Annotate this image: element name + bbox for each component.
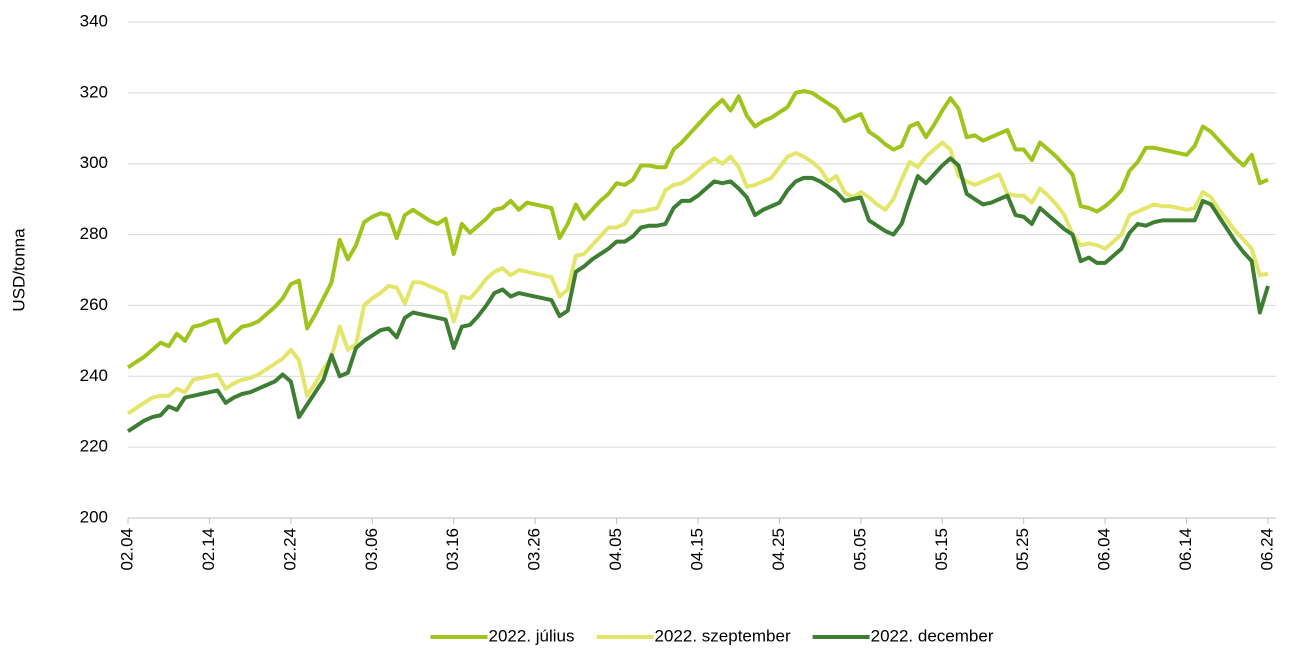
x-tick-label: 04.25 <box>769 528 788 571</box>
x-tick-label: 05.15 <box>932 528 951 571</box>
x-tick-label: 04.15 <box>687 528 706 571</box>
y-tick-label: 240 <box>80 366 108 385</box>
legend-label: 2022. szeptember <box>655 626 791 645</box>
x-tick-label: 05.05 <box>850 528 869 571</box>
series-line <box>126 156 1270 433</box>
x-tick-label: 06.14 <box>1176 528 1195 571</box>
x-tick-label: 06.04 <box>1095 528 1114 571</box>
y-tick-label: 200 <box>80 507 108 526</box>
x-tick-label: 02.14 <box>199 528 218 571</box>
x-tick-label: 03.26 <box>525 528 544 571</box>
y-tick-label: 300 <box>80 153 108 172</box>
y-tick-label: 260 <box>80 295 108 314</box>
legend: 2022. július 2022. szeptember 2022. decemb… <box>430 626 994 645</box>
legend-label: 2022. december <box>871 626 994 645</box>
y-tick-label: 340 <box>80 11 108 30</box>
x-tick-label: 03.06 <box>362 528 381 571</box>
x-tick-label: 05.25 <box>1013 528 1032 571</box>
series-line <box>126 89 1269 370</box>
legend-label: 2022. július <box>489 626 575 645</box>
y-axis-label: USD/tonna <box>9 228 28 312</box>
x-tick-label: 06.24 <box>1257 528 1276 571</box>
x-tick-label: 04.05 <box>606 528 625 571</box>
y-tick-label: 320 <box>80 82 108 101</box>
x-tick-label: 02.24 <box>280 528 299 571</box>
y-tick-label: 280 <box>80 224 108 243</box>
x-tick-label: 02.04 <box>117 528 136 571</box>
x-tick-label: 03.16 <box>443 528 462 571</box>
series-line <box>126 140 1269 416</box>
y-tick-label: 220 <box>80 437 108 456</box>
